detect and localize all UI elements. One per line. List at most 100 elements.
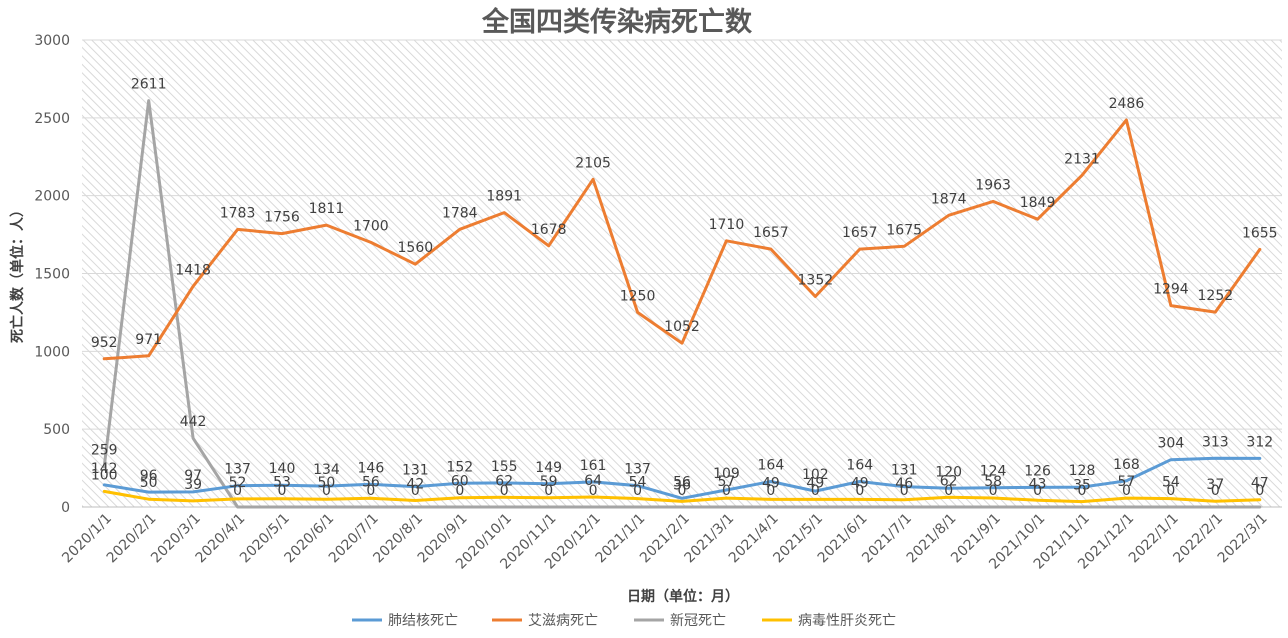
y-tick-label: 1500	[34, 267, 70, 283]
data-label: 56	[673, 474, 691, 490]
data-label: 164	[846, 457, 873, 473]
data-label: 58	[984, 474, 1002, 490]
y-tick-label: 1000	[34, 344, 70, 360]
data-labels: 142 96 97 137 140 134 146 131 152 155 149 161 137561…	[91, 77, 1278, 499]
data-label: 312	[1246, 434, 1273, 450]
data-label: 1560	[398, 240, 434, 256]
data-label: 952	[91, 335, 118, 351]
series-line	[102, 118, 1262, 361]
data-label: 1756	[264, 210, 300, 226]
data-label: 134	[313, 462, 340, 478]
data-label: 1784	[442, 205, 478, 221]
data-label: 161	[580, 458, 607, 474]
data-label: 0	[278, 483, 287, 499]
y-tick-label: 500	[43, 422, 70, 438]
data-label: 120	[935, 464, 962, 480]
data-label: 35	[1073, 478, 1091, 494]
data-label: 96	[140, 468, 158, 484]
data-label: 1418	[175, 262, 211, 278]
data-label: 164	[758, 457, 785, 473]
data-label: 126	[1024, 463, 1051, 479]
data-label: 0	[1033, 483, 1042, 499]
data-label: 1352	[798, 273, 834, 289]
data-label: 0	[811, 483, 820, 499]
data-label: 137	[224, 462, 251, 478]
data-label: 100	[91, 467, 118, 483]
data-label: 49	[851, 475, 869, 491]
data-label: 168	[1113, 457, 1140, 473]
data-label: 442	[180, 414, 207, 430]
data-label: 1657	[753, 225, 789, 241]
data-label: 56	[362, 474, 380, 490]
data-label: 50	[140, 475, 158, 491]
x-axis: 2020/1/12020/2/12020/3/12020/4/12020/5/1…	[59, 511, 1270, 573]
data-label: 259	[91, 443, 118, 459]
data-label: 0	[1255, 483, 1264, 499]
legend-label: 肺结核死亡	[388, 613, 458, 629]
data-label: 1710	[709, 217, 745, 233]
data-label: 109	[713, 466, 740, 482]
y-tick-label: 3000	[34, 33, 70, 49]
y-tick-label: 0	[61, 500, 70, 516]
data-label: 0	[1211, 483, 1220, 499]
data-label: 1250	[620, 288, 656, 304]
data-label: 0	[1122, 483, 1131, 499]
data-label: 36	[673, 477, 691, 493]
data-label: 0	[500, 483, 509, 499]
data-label: 1783	[220, 205, 256, 221]
series-line	[102, 456, 1262, 500]
data-label: 50	[318, 475, 336, 491]
data-label: 47	[1251, 476, 1269, 492]
data-label: 54	[629, 475, 647, 491]
data-label: 1874	[931, 191, 967, 207]
data-label: 0	[855, 483, 864, 499]
data-label: 1849	[1020, 195, 1056, 211]
data-label: 59	[540, 474, 558, 490]
y-axis: 0 500 1000 1500 2000 2500 3000	[34, 33, 70, 516]
data-label: 0	[544, 483, 553, 499]
data-label: 43	[1029, 476, 1047, 492]
data-label: 124	[980, 464, 1007, 480]
data-label: 2611	[131, 77, 167, 93]
data-label: 155	[491, 459, 518, 475]
data-label: 0	[322, 483, 331, 499]
data-label: 64	[584, 473, 602, 489]
data-label: 97	[184, 468, 202, 484]
data-label: 0	[766, 483, 775, 499]
data-label: 149	[535, 460, 562, 476]
legend-label: 病毒性肝炎死亡	[798, 613, 896, 629]
y-tick-label: 2500	[34, 111, 70, 127]
y-axis-title: 死亡人数（单位：人）	[9, 203, 26, 344]
data-label: 2486	[1109, 96, 1145, 112]
data-label: 53	[273, 475, 291, 491]
data-label: 1052	[664, 319, 700, 335]
series-lines	[102, 99, 1262, 509]
data-label: 54	[1162, 475, 1180, 491]
data-label: 1294	[1153, 282, 1189, 298]
data-label: 1675	[886, 222, 922, 238]
data-label: 52	[229, 475, 247, 491]
data-label: 1811	[309, 201, 345, 217]
data-label: 49	[762, 475, 780, 491]
data-label: 42	[406, 476, 424, 492]
data-label: 57	[718, 474, 736, 490]
chart-title: 全国四类传染病死亡数	[481, 6, 753, 38]
data-label: 1678	[531, 222, 567, 238]
data-label: 102	[802, 467, 829, 483]
legend-label: 新冠死亡	[670, 613, 726, 629]
data-label: 0	[900, 483, 909, 499]
data-label: 0	[589, 483, 598, 499]
data-label: 46	[895, 476, 913, 492]
series-line	[102, 99, 1262, 509]
data-label: 152	[446, 459, 473, 475]
data-label: 0	[989, 483, 998, 499]
data-label: 131	[402, 463, 429, 479]
data-label: 1655	[1242, 225, 1278, 241]
data-label: 39	[184, 477, 202, 493]
data-label: 49	[806, 475, 824, 491]
data-label: 0	[455, 483, 464, 499]
data-label: 0	[233, 483, 242, 499]
data-label: 146	[358, 460, 385, 476]
data-label: 0	[722, 483, 731, 499]
data-label: 1963	[975, 177, 1011, 193]
